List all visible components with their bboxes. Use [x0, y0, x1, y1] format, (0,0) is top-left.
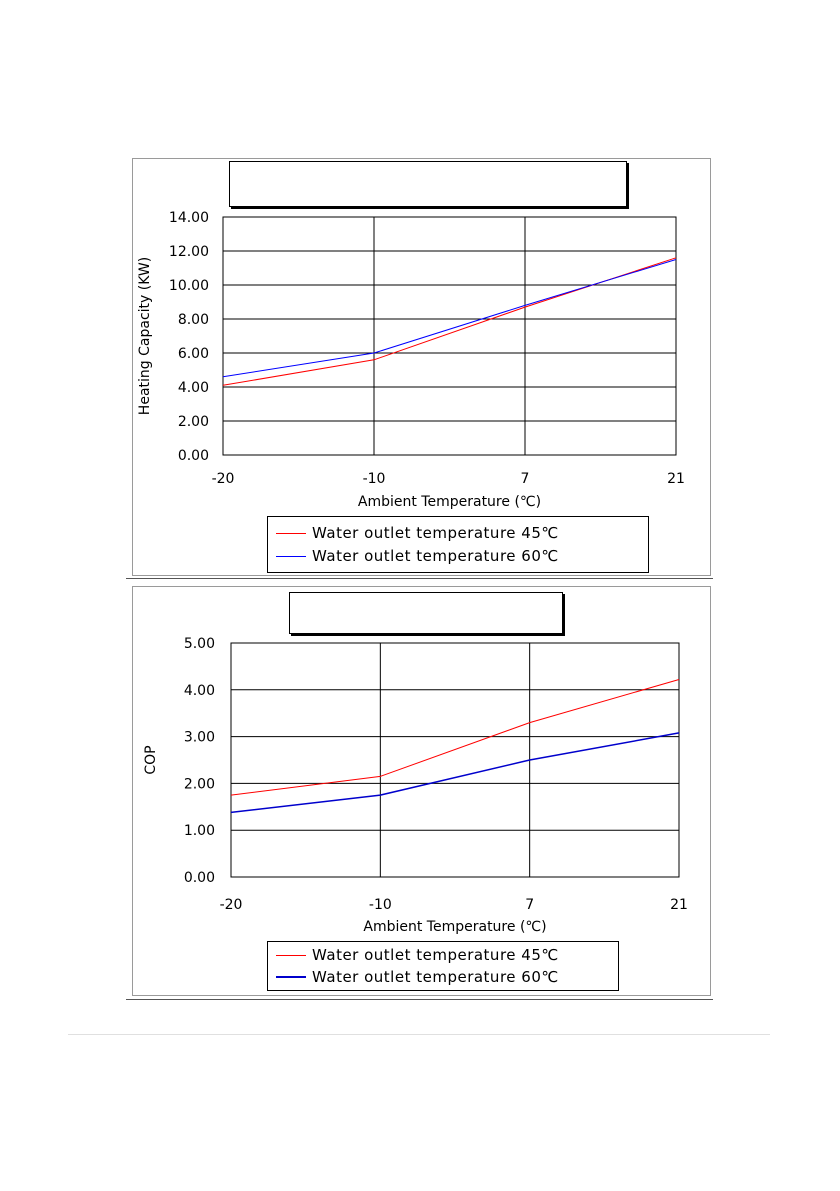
y-axis-label: Heating Capacity (KW): [137, 257, 153, 415]
chart-title-box: [289, 592, 563, 634]
y-tick-label: 1.00: [184, 823, 215, 839]
page-footer-rule: [68, 1034, 770, 1035]
x-tick-label: 7: [525, 897, 534, 913]
x-axis-label: Ambient Temperature (℃): [363, 919, 546, 935]
legend-swatch-red: [276, 532, 306, 534]
chart-legend: Water outlet temperature 45℃ Water outle…: [267, 941, 619, 991]
legend-label: Water outlet temperature 60℃: [312, 968, 559, 986]
heating-capacity-chart-panel: 0.00 2.00 4.00 6.00 8.00 10.00 12.00 14.00 -20 -1…: [132, 158, 711, 576]
y-tick-label: 0.00: [184, 870, 215, 886]
heating-capacity-plot: 0.00 2.00 4.00 6.00 8.00 10.00 12.00 14.00 -20 -1…: [137, 210, 685, 510]
x-tick-label: -20: [212, 471, 235, 487]
y-tick-label: 6.00: [178, 346, 209, 362]
x-axis-label: Ambient Temperature (℃): [358, 494, 541, 510]
y-tick-label: 2.00: [178, 414, 209, 430]
y-tick-label: 4.00: [178, 380, 209, 396]
legend-label: Water outlet temperature 45℃: [312, 524, 559, 542]
x-tick-label: 21: [670, 897, 688, 913]
legend-label: Water outlet temperature 45℃: [312, 946, 559, 964]
legend-item-60: Water outlet temperature 60℃: [276, 967, 559, 987]
plot-frame: [222, 216, 677, 456]
y-tick-label: 14.00: [169, 210, 209, 226]
legend-swatch-red: [276, 954, 306, 956]
chart-separator: [126, 999, 713, 1000]
legend-swatch-blue: [276, 555, 306, 557]
x-tick-label: -20: [220, 897, 243, 913]
chart-separator: [126, 578, 713, 579]
y-tick-label: 3.00: [184, 730, 215, 746]
y-tick-label: 12.00: [169, 244, 209, 260]
plot-frame: [230, 642, 680, 878]
y-axis-label: COP: [143, 745, 159, 774]
x-tick-label: 21: [667, 471, 685, 487]
cop-chart-panel: 0.00 1.00 2.00 3.00 4.00 5.00 -20 -10 7 21 Ambient…: [132, 586, 711, 996]
series-line-60: [230, 732, 680, 814]
y-tick-label: 5.00: [184, 636, 215, 652]
chart-title-box: [229, 161, 627, 207]
y-tick-label: 0.00: [178, 448, 209, 464]
series-line-45: [230, 679, 680, 796]
legend-item-45: Water outlet temperature 45℃: [276, 945, 559, 965]
x-tick-label: -10: [363, 471, 386, 487]
legend-item-45: Water outlet temperature 45℃: [276, 523, 559, 543]
cop-plot: 0.00 1.00 2.00 3.00 4.00 5.00 -20 -10 7 21 Ambient…: [143, 636, 688, 935]
y-tick-label: 2.00: [184, 776, 215, 792]
series-line-60: [222, 259, 677, 378]
y-tick-label: 10.00: [169, 278, 209, 294]
y-tick-label: 8.00: [178, 312, 209, 328]
chart-legend: Water outlet temperature 45℃ Water outle…: [267, 516, 649, 573]
legend-label: Water outlet temperature 60℃: [312, 547, 559, 565]
legend-swatch-blue: [276, 976, 306, 978]
legend-item-60: Water outlet temperature 60℃: [276, 546, 559, 566]
x-tick-label: 7: [521, 471, 530, 487]
x-tick-label: -10: [369, 897, 392, 913]
y-tick-label: 4.00: [184, 683, 215, 699]
